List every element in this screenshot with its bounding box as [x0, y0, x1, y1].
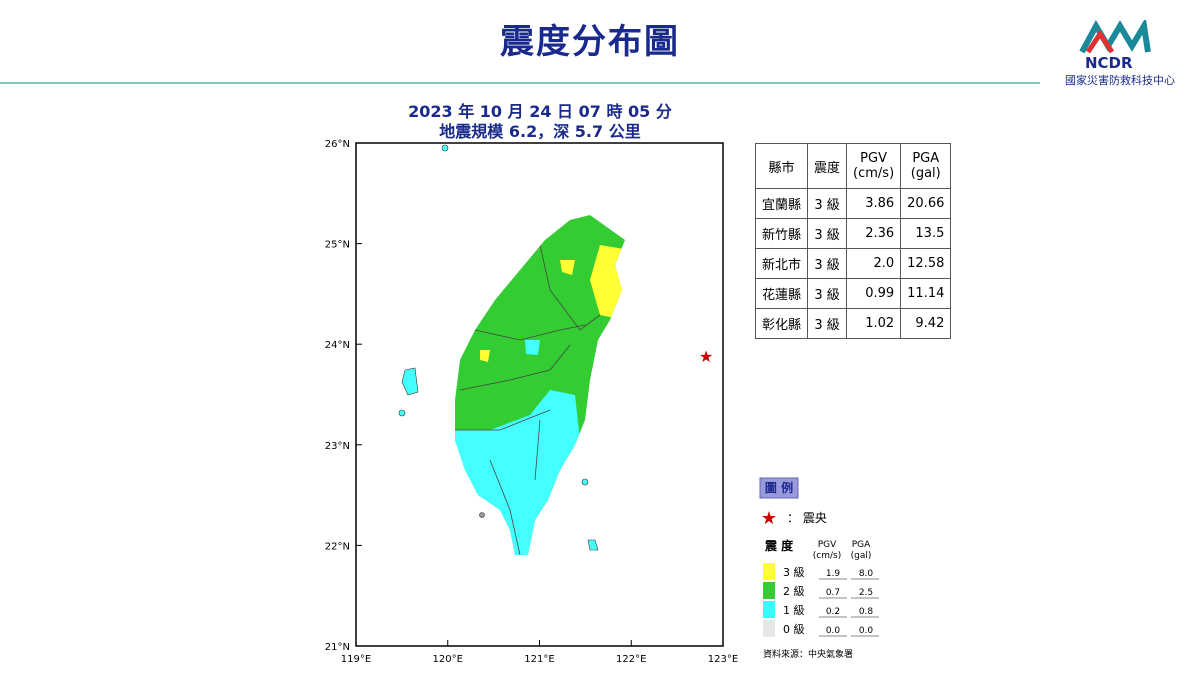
legend: 圖 例 ★ ： 震央 震 度 PGV (cm/s) PGA (gal) 3 級 1.9 8.… — [759, 477, 879, 660]
legend-swatch — [763, 601, 775, 618]
table-cell: 花蓮縣 — [754, 278, 809, 309]
logo-text: NCDR — [1085, 54, 1133, 72]
legend-pga: 0.0 — [859, 626, 874, 636]
table-row: 彰化縣 3 級 1.02 9.42 — [754, 308, 952, 339]
table-cell: 0.99 — [846, 278, 902, 309]
legend-title-box — [759, 477, 799, 499]
slide-title: 震度分布圖 — [500, 22, 680, 62]
legend-header: 震 度 — [765, 538, 794, 553]
table-cell: 11.14 — [900, 278, 952, 309]
legend-pga: 0.8 — [859, 607, 874, 617]
lat-label: 25°N — [325, 240, 350, 251]
legend-pga: 8.0 — [859, 569, 874, 579]
lat-label: 24°N — [325, 340, 350, 351]
map-title: 2023 年 10 月 24 日 07 時 05 分 — [408, 102, 672, 121]
table-header: 縣市 — [754, 143, 809, 189]
legend-swatch — [763, 582, 775, 599]
lat-label: 26°N — [325, 139, 350, 150]
table-cell: 13.5 — [900, 218, 952, 249]
table-cell: 新竹縣 — [754, 218, 809, 249]
borders — [455, 244, 601, 555]
legend-level: 2 級 — [783, 585, 805, 598]
table-cell: 1.02 — [846, 308, 902, 339]
table-header: PGA (gal) — [900, 143, 952, 189]
table-cell: 3 級 — [807, 308, 848, 339]
table-cell: 12.58 — [900, 248, 952, 279]
legend-pga: 2.5 — [859, 588, 873, 598]
legend-epicenter: ： 震央 — [787, 511, 827, 525]
legend-star: ★ — [761, 508, 777, 529]
table-row: 新竹縣 3 級 2.36 13.5 — [754, 218, 952, 249]
legend-source: 資料來源：中央氣象署 — [763, 648, 853, 660]
lat-label: 23°N — [325, 441, 350, 452]
table-cell: 3.86 — [846, 188, 902, 219]
lon-label: 122°E — [616, 654, 646, 665]
lat-label: 21°N — [325, 642, 350, 653]
organization: 國家災害防救科技中心 — [1065, 74, 1175, 87]
map-subtitle: 地震規模 6.2，深 5.7 公里 — [439, 122, 641, 141]
table-cell: 20.66 — [900, 188, 952, 219]
lon-label: 121°E — [524, 654, 554, 665]
legend-pgv: 0.2 — [826, 607, 840, 617]
legend-title: 圖 例 — [765, 480, 793, 495]
islands — [398, 144, 599, 551]
logo-mark — [1079, 20, 1151, 54]
legend-swatch — [763, 620, 775, 637]
legend-header: PGA (gal) — [851, 540, 872, 561]
table-cell: 3 級 — [807, 248, 848, 279]
table-cell: 9.42 — [900, 308, 952, 339]
legend-swatch — [763, 563, 775, 580]
epicenter: ★ — [699, 347, 713, 366]
lon-label: 120°E — [433, 654, 463, 665]
table-row: 宜蘭縣 3 級 3.86 20.66 — [754, 188, 952, 219]
legend-pgv: 0.7 — [826, 588, 840, 598]
lat-label: 22°N — [325, 541, 350, 552]
table-row: 新北市 3 級 2.0 12.58 — [754, 248, 952, 279]
legend-level: 0 級 — [783, 623, 805, 636]
legend-header: PGV (cm/s) — [813, 540, 841, 561]
table-header: PGV (cm/s) — [846, 143, 902, 189]
legend-pgv: 1.9 — [826, 569, 841, 579]
table-row: 花蓮縣 3 級 0.99 11.14 — [754, 278, 952, 309]
table-cell: 3 級 — [807, 188, 848, 219]
legend-level: 3 級 — [783, 566, 805, 579]
table-cell: 新北市 — [754, 248, 809, 279]
table-cell: 2.36 — [846, 218, 902, 249]
legend-level: 1 級 — [783, 604, 805, 617]
intensity-table: 縣市 震度 PGV (cm/s) PGA (gal) 宜蘭縣 3 級 3.86 20.66 新竹… — [754, 143, 952, 339]
legend-pgv: 0.0 — [826, 626, 841, 636]
table-cell: 彰化縣 — [754, 308, 809, 339]
table-header: 震度 — [807, 143, 848, 189]
lon-label: 123°E — [708, 654, 738, 665]
lon-label: 119°E — [341, 654, 371, 665]
table-cell: 2.0 — [846, 248, 902, 279]
table-cell: 宜蘭縣 — [754, 188, 809, 219]
divider — [0, 82, 1040, 84]
table-cell: 3 級 — [807, 278, 848, 309]
table-cell: 3 級 — [807, 218, 848, 249]
